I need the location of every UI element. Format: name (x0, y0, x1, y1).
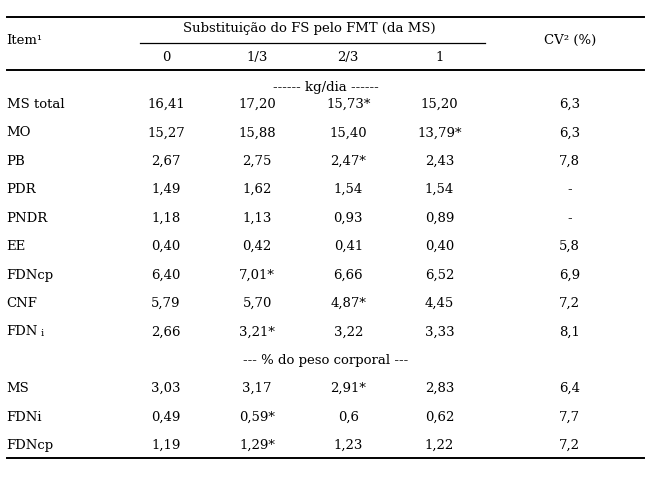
Text: 0,62: 0,62 (424, 411, 454, 424)
Text: PB: PB (7, 155, 25, 168)
Text: 6,52: 6,52 (424, 269, 454, 282)
Text: 8,1: 8,1 (559, 325, 580, 339)
Text: --- % do peso corporal ---: --- % do peso corporal --- (243, 354, 408, 367)
Text: MS total: MS total (7, 98, 64, 111)
Text: 0,40: 0,40 (152, 240, 180, 253)
Text: 0,59*: 0,59* (239, 411, 275, 424)
Text: 6,40: 6,40 (151, 269, 181, 282)
Text: 6,3: 6,3 (559, 126, 580, 140)
Text: 0: 0 (162, 51, 170, 65)
Text: PNDR: PNDR (7, 212, 48, 225)
Text: 2/3: 2/3 (338, 51, 359, 65)
Text: 1,13: 1,13 (242, 212, 272, 225)
Text: 1,22: 1,22 (425, 439, 454, 452)
Text: 5,70: 5,70 (242, 297, 272, 310)
Text: 1,54: 1,54 (425, 183, 454, 196)
Text: 15,27: 15,27 (147, 126, 185, 140)
Text: 2,43: 2,43 (424, 155, 454, 168)
Text: 7,2: 7,2 (559, 439, 580, 452)
Text: 2,75: 2,75 (242, 155, 272, 168)
Text: 0,40: 0,40 (425, 240, 454, 253)
Text: 13,79*: 13,79* (417, 126, 462, 140)
Text: 4,45: 4,45 (425, 297, 454, 310)
Text: -: - (567, 183, 572, 196)
Text: -: - (567, 212, 572, 225)
Text: Substituição do FS pelo FMT (da MS): Substituição do FS pelo FMT (da MS) (183, 22, 436, 35)
Text: 1,62: 1,62 (242, 183, 272, 196)
Text: 1/3: 1/3 (247, 51, 268, 65)
Text: i: i (40, 329, 44, 338)
Text: 2,47*: 2,47* (330, 155, 367, 168)
Text: FDNcp: FDNcp (7, 439, 53, 452)
Text: 0,41: 0,41 (334, 240, 363, 253)
Text: 6,9: 6,9 (559, 269, 580, 282)
Text: EE: EE (7, 240, 26, 253)
Text: 0,49: 0,49 (151, 411, 181, 424)
Text: 5,79: 5,79 (151, 297, 181, 310)
Text: 1,18: 1,18 (152, 212, 180, 225)
Text: 2,67: 2,67 (151, 155, 181, 168)
Text: Item¹: Item¹ (7, 34, 42, 48)
Text: FDNcp: FDNcp (7, 269, 53, 282)
Text: 1,23: 1,23 (333, 439, 363, 452)
Text: 7,2: 7,2 (559, 297, 580, 310)
Text: 15,40: 15,40 (329, 126, 367, 140)
Text: 0,6: 0,6 (338, 411, 359, 424)
Text: 0,89: 0,89 (424, 212, 454, 225)
Text: PDR: PDR (7, 183, 36, 196)
Text: 3,33: 3,33 (424, 325, 454, 339)
Text: 0,42: 0,42 (243, 240, 271, 253)
Text: CV² (%): CV² (%) (544, 34, 596, 48)
Text: 3,03: 3,03 (151, 382, 181, 395)
Text: 2,91*: 2,91* (330, 382, 367, 395)
Text: 2,83: 2,83 (424, 382, 454, 395)
Text: CNF: CNF (7, 297, 37, 310)
Text: 2,66: 2,66 (151, 325, 181, 339)
Text: 15,20: 15,20 (421, 98, 458, 111)
Text: 1,54: 1,54 (334, 183, 363, 196)
Text: 17,20: 17,20 (238, 98, 276, 111)
Text: 3,22: 3,22 (333, 325, 363, 339)
Text: 15,88: 15,88 (238, 126, 276, 140)
Text: 6,4: 6,4 (559, 382, 580, 395)
Text: 4,87*: 4,87* (330, 297, 367, 310)
Text: 7,01*: 7,01* (239, 269, 275, 282)
Text: 7,7: 7,7 (559, 411, 580, 424)
Text: ------ kg/dia ------: ------ kg/dia ------ (273, 81, 378, 94)
Text: 7,8: 7,8 (559, 155, 580, 168)
Text: 1,19: 1,19 (151, 439, 181, 452)
Text: 1: 1 (436, 51, 443, 65)
Text: 6,66: 6,66 (333, 269, 363, 282)
Text: 1,49: 1,49 (151, 183, 181, 196)
Text: 5,8: 5,8 (559, 240, 580, 253)
Text: 0,93: 0,93 (333, 212, 363, 225)
Text: 15,73*: 15,73* (326, 98, 370, 111)
Text: 1,29*: 1,29* (239, 439, 275, 452)
Text: MS: MS (7, 382, 29, 395)
Text: FDN: FDN (7, 325, 38, 339)
Text: 6,3: 6,3 (559, 98, 580, 111)
Text: 3,17: 3,17 (242, 382, 272, 395)
Text: FDNi: FDNi (7, 411, 42, 424)
Text: 16,41: 16,41 (147, 98, 185, 111)
Text: MO: MO (7, 126, 31, 140)
Text: 3,21*: 3,21* (239, 325, 275, 339)
